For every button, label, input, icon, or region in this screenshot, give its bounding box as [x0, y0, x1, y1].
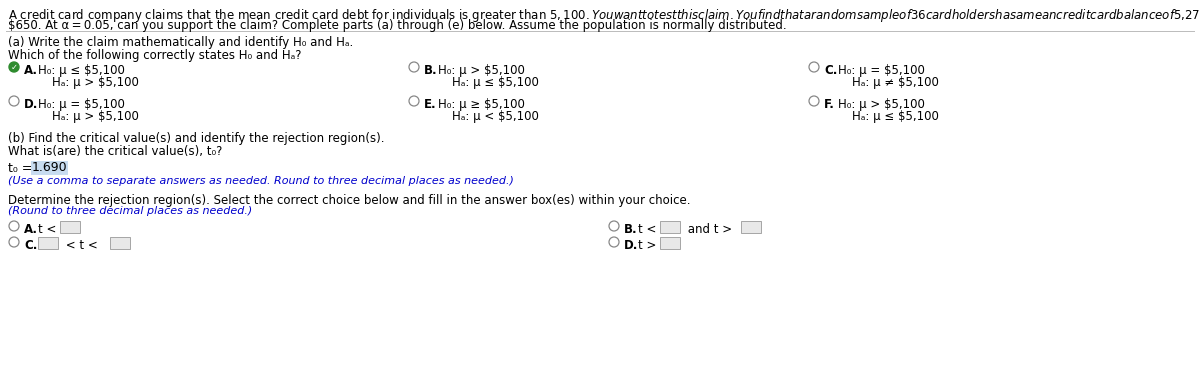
Text: Hₐ: μ > $5,100: Hₐ: μ > $5,100: [52, 110, 139, 123]
Text: (b) Find the critical value(s) and identify the rejection region(s).: (b) Find the critical value(s) and ident…: [8, 132, 384, 145]
Text: B.: B.: [424, 64, 438, 77]
Text: t <: t <: [38, 223, 60, 236]
Bar: [60, 221, 80, 233]
Text: A.: A.: [24, 64, 38, 77]
Text: B.: B.: [624, 223, 637, 236]
Text: Hₐ: μ < $5,100: Hₐ: μ < $5,100: [452, 110, 539, 123]
Text: Hₐ: μ ≤ $5,100: Hₐ: μ ≤ $5,100: [452, 76, 539, 89]
Bar: [110, 237, 130, 249]
Text: Hₐ: μ ≠ $5,100: Hₐ: μ ≠ $5,100: [852, 76, 938, 89]
Text: H₀: μ > $5,100: H₀: μ > $5,100: [438, 64, 524, 77]
Text: H₀: μ ≤ $5,100: H₀: μ ≤ $5,100: [38, 64, 125, 77]
Text: t₀ =: t₀ =: [8, 162, 36, 175]
Text: C.: C.: [24, 239, 37, 252]
Text: < t <: < t <: [62, 239, 102, 252]
Text: H₀: μ = $5,100: H₀: μ = $5,100: [838, 64, 925, 77]
FancyBboxPatch shape: [30, 161, 67, 175]
Text: Hₐ: μ > $5,100: Hₐ: μ > $5,100: [52, 76, 139, 89]
Text: C.: C.: [824, 64, 838, 77]
Text: F.: F.: [824, 98, 835, 111]
Text: A credit card company claims that the mean credit card debt for individuals is g: A credit card company claims that the me…: [8, 7, 1200, 24]
Bar: [660, 221, 680, 233]
Text: H₀: μ > $5,100: H₀: μ > $5,100: [838, 98, 925, 111]
Text: H₀: μ = $5,100: H₀: μ = $5,100: [38, 98, 125, 111]
Text: t >: t >: [638, 239, 660, 252]
Text: (Round to three decimal places as needed.): (Round to three decimal places as needed…: [8, 206, 252, 216]
Text: Hₐ: μ ≤ $5,100: Hₐ: μ ≤ $5,100: [852, 110, 938, 123]
Text: D.: D.: [24, 98, 38, 111]
Text: Which of the following correctly states H₀ and Hₐ?: Which of the following correctly states …: [8, 49, 301, 62]
Text: $650. At α = 0.05, can you support the claim? Complete parts (a) through (e) bel: $650. At α = 0.05, can you support the c…: [8, 19, 787, 32]
Text: ✓: ✓: [11, 62, 18, 71]
Text: Determine the rejection region(s). Select the correct choice below and fill in t: Determine the rejection region(s). Selec…: [8, 194, 690, 207]
Circle shape: [10, 62, 19, 72]
Bar: [38, 237, 58, 249]
Text: t <: t <: [638, 223, 660, 236]
Text: and t >: and t >: [684, 223, 736, 236]
Text: A.: A.: [24, 223, 38, 236]
Text: (Use a comma to separate answers as needed. Round to three decimal places as nee: (Use a comma to separate answers as need…: [8, 176, 514, 186]
Text: (a) Write the claim mathematically and identify H₀ and Hₐ.: (a) Write the claim mathematically and i…: [8, 36, 353, 49]
Text: D.: D.: [624, 239, 638, 252]
Text: H₀: μ ≥ $5,100: H₀: μ ≥ $5,100: [438, 98, 524, 111]
Text: What is(are) the critical value(s), t₀?: What is(are) the critical value(s), t₀?: [8, 145, 222, 158]
Bar: [742, 221, 761, 233]
Text: 1.690: 1.690: [31, 161, 67, 174]
Text: E.: E.: [424, 98, 437, 111]
Bar: [660, 237, 680, 249]
